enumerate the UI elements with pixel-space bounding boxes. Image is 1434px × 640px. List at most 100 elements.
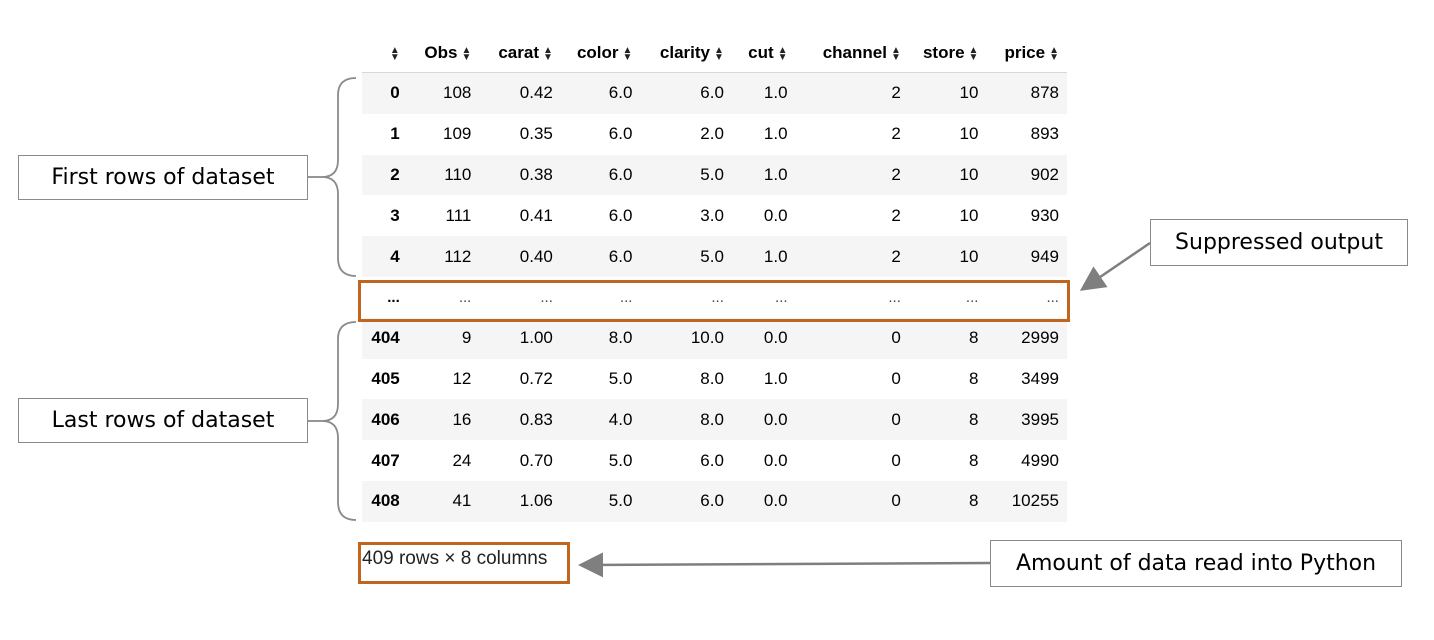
table-cell: 0.41 [519,205,553,225]
sort-arrows-icon[interactable]: ▲ ▼ [777,44,788,63]
table-cell: 0.70 [519,450,553,470]
table-cell: 0.35 [519,124,553,144]
table-cell: 8 [968,450,979,470]
table-cell: 2 [891,164,901,184]
suppressed-output-arrow [1079,241,1151,291]
column-header-obs[interactable]: Obs ▲ ▼ [424,43,472,63]
sort-arrows-icon[interactable]: ▲ ▼ [542,44,553,63]
table-cell: 0 [891,328,901,348]
table-cell: 1.00 [519,328,553,348]
table-cell: 6.0 [608,83,633,103]
table-cell: 3.0 [700,205,724,225]
first-rows-brace [321,77,357,277]
table-cell: ... [619,288,633,306]
table-cell: 6.0 [700,450,724,470]
table-row: 407 24 0.70 5.0 6.0 0.0 0 8 4990 [362,440,1067,481]
table-cell: 0.42 [519,83,553,103]
column-header-color[interactable]: color ▲ ▼ [576,43,633,63]
table-cell: 10 [959,164,979,184]
table-cell: 24 [452,450,472,470]
sort-arrows-icon[interactable]: ▲ ▼ [890,44,901,63]
table-cell: 0.0 [763,328,788,348]
table-cell: 1.0 [763,164,788,184]
suppressed-output-annotation: Suppressed output [1150,219,1408,266]
table-cell: 0.0 [763,409,788,429]
table-row: 2 110 0.38 6.0 5.0 1.0 2 10 902 [362,154,1067,196]
table-cell: 0.0 [763,205,788,225]
table-header-row: ▲ ▼ Obs ▲ ▼ carat ▲ ▼ color ▲ ▼ clarity ▲ ▼ cut ▲ ▼… [362,34,1067,73]
row-index: 408 [371,491,400,511]
sort-arrows-icon[interactable]: ▲ ▼ [968,44,979,63]
table-cell: 5.0 [700,246,724,266]
table-cell: 8.0 [700,409,724,429]
column-header-carat[interactable]: carat ▲ ▼ [498,43,553,63]
table-cell: 9 [461,328,472,348]
table-cell: 2 [891,205,901,225]
sort-arrows-icon[interactable]: ▲ ▼ [622,44,633,63]
column-header-store[interactable]: store ▲ ▼ [922,43,979,63]
column-header-index[interactable]: ▲ ▼ [362,43,408,63]
row-index: 4 [390,246,400,266]
table-row: 4 112 0.40 6.0 5.0 1.0 2 10 949 [362,236,1067,277]
row-index: 2 [390,164,400,184]
table-cell: 3995 [1021,409,1059,429]
table-cell: ... [888,288,901,306]
table-cell: 6.0 [608,205,633,225]
table-cell: 12 [452,368,472,388]
table-row: 406 16 0.83 4.0 8.0 0.0 0 8 3995 [362,399,1067,441]
column-header-channel[interactable]: channel ▲ ▼ [822,43,901,63]
table-cell: 0.38 [519,164,553,184]
sort-arrows-icon[interactable]: ▲ ▼ [1049,44,1059,63]
table-cell: 8.0 [700,368,724,388]
sort-arrows-icon[interactable]: ▲ ▼ [461,44,472,63]
table-cell: 1.0 [763,368,788,388]
table-cell: 10 [959,124,979,144]
table-cell: 110 [444,164,472,184]
ellipsis-row: ... ... ... ... ... ... ... ... ... [362,277,1067,318]
table-cell: 3499 [1021,368,1059,388]
table-cell: 6.0 [608,124,633,144]
table-cell: ... [711,288,724,306]
row-index: 0 [390,83,400,103]
row-index: 404 [371,328,400,348]
table-cell: 1.0 [763,124,788,144]
table-cell: 8 [968,409,979,429]
first-rows-annotation: First rows of dataset [18,155,308,200]
table-cell: 5.0 [700,164,724,184]
sort-arrows-icon[interactable]: ▲ ▼ [389,44,400,63]
table-cell: 1.0 [763,83,788,103]
row-index: ... [387,288,400,306]
last-rows-annotation: Last rows of dataset [18,398,308,443]
table-cell: 6.0 [608,246,633,266]
table-cell: 109 [442,124,472,144]
table-cell: 10.0 [690,328,724,348]
column-header-price[interactable]: price ▲ ▼ [1004,43,1059,63]
dataframe-table: ▲ ▼ Obs ▲ ▼ carat ▲ ▼ color ▲ ▼ clarity ▲ ▼ cut ▲ ▼… [362,34,1067,522]
table-cell: 2 [891,246,901,266]
table-row: 408 41 1.06 5.0 6.0 0.0 0 8 10255 [362,480,1067,522]
table-cell: 2 [891,124,901,144]
table-cell: 949 [1030,246,1059,266]
table-cell: 2999 [1021,328,1059,348]
table-cell: 902 [1030,164,1059,184]
table-cell: ... [1046,288,1059,306]
table-cell: 4990 [1021,450,1059,470]
table-cell: 41 [452,491,472,511]
amount-of-data-arrow [578,552,991,578]
table-cell: 0.83 [519,409,553,429]
table-cell: 2 [891,83,901,103]
sort-arrows-icon[interactable]: ▲ ▼ [714,44,724,63]
amount-of-data-annotation: Amount of data read into Python [990,540,1402,587]
row-index: 406 [371,409,400,429]
dataframe-shape-summary: 409 rows × 8 columns [362,548,548,569]
table-cell: 893 [1030,124,1059,144]
table-cell: 0 [891,368,901,388]
table-cell: 112 [444,246,472,266]
table-cell: 5.0 [608,491,633,511]
table-cell: ... [775,288,788,306]
column-header-clarity[interactable]: clarity ▲ ▼ [659,43,724,63]
column-header-cut[interactable]: cut ▲ ▼ [748,43,788,63]
table-row: 0 108 0.42 6.0 6.0 1.0 2 10 878 [362,73,1067,114]
table-cell: 5.0 [608,368,633,388]
